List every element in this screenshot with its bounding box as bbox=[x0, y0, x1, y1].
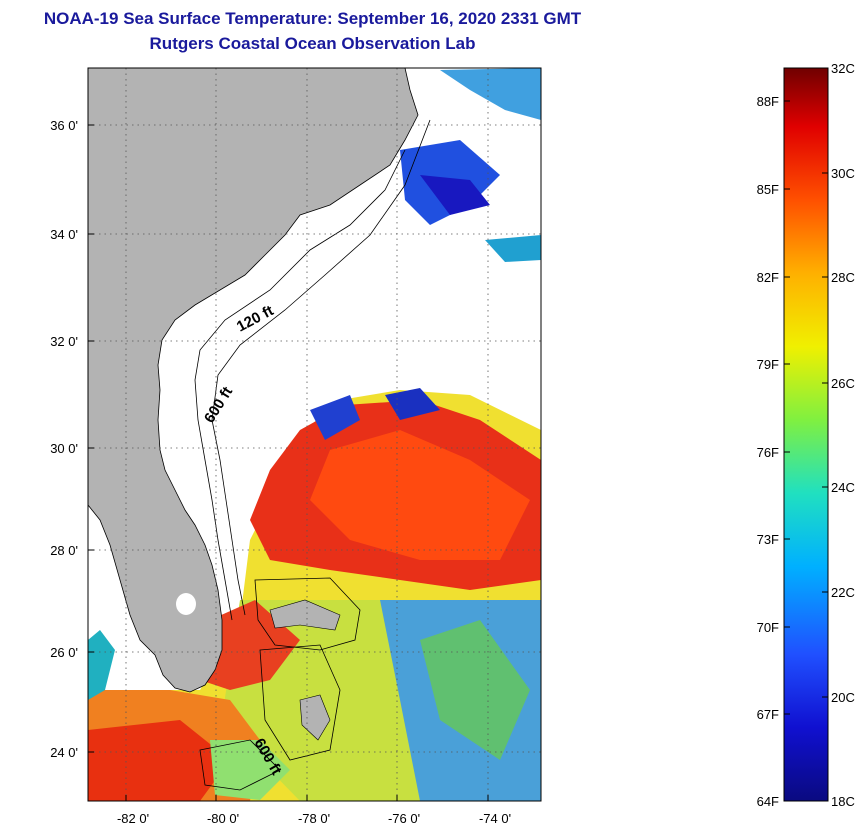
sst-gulf-stream-core bbox=[310, 430, 530, 560]
colorbar-f-82: 82F bbox=[757, 270, 779, 285]
sst-cold-edge-2 bbox=[385, 388, 440, 420]
sst-patch-northeast bbox=[440, 68, 541, 120]
lat-label-28: 28 0' bbox=[50, 543, 78, 558]
lat-label-36: 36 0' bbox=[50, 118, 78, 133]
lat-label-24: 24 0' bbox=[50, 745, 78, 760]
map-title: NOAA-19 Sea Surface Temperature: Septemb… bbox=[43, 9, 582, 28]
lat-label-34: 34 0' bbox=[50, 227, 78, 242]
lon-label-80: -80 0' bbox=[207, 811, 239, 826]
colorbar-c-32: 32C bbox=[831, 61, 855, 76]
map-subtitle: Rutgers Coastal Ocean Observation Lab bbox=[149, 34, 476, 53]
colorbar-f-67: 67F bbox=[757, 707, 779, 722]
colorbar-c-22: 22C bbox=[831, 585, 855, 600]
colorbar-c-18: 18C bbox=[831, 794, 855, 809]
sst-cay-green bbox=[210, 740, 290, 800]
sst-patch-east bbox=[485, 235, 541, 262]
lat-label-26: 26 0' bbox=[50, 645, 78, 660]
isobath-cay-sal bbox=[199, 739, 281, 791]
isobath-little-bahama bbox=[254, 577, 361, 651]
colorbar-f-79: 79F bbox=[757, 357, 779, 372]
colorbar-ticks bbox=[784, 100, 828, 715]
sst-gulf-west bbox=[88, 630, 115, 700]
sst-patch-north-core bbox=[420, 175, 490, 215]
land-andros bbox=[299, 694, 331, 741]
lon-label-78: -78 0' bbox=[298, 811, 330, 826]
lake-okeechobee bbox=[176, 593, 196, 615]
land-grand-bahama bbox=[269, 599, 341, 631]
sst-cold-edge bbox=[310, 395, 360, 440]
sst-keys-red bbox=[88, 720, 230, 801]
colorbar-c-28: 28C bbox=[831, 270, 855, 285]
colorbar-f-76: 76F bbox=[757, 445, 779, 460]
isobath-great-bahama bbox=[259, 644, 341, 761]
colorbar-c-20: 20C bbox=[831, 690, 855, 705]
colorbar-f-70: 70F bbox=[757, 620, 779, 635]
colorbar-c-24: 24C bbox=[831, 480, 855, 495]
axis-ticks bbox=[88, 124, 489, 801]
lat-label-30: 30 0' bbox=[50, 441, 78, 456]
colorbar-c-30: 30C bbox=[831, 166, 855, 181]
lon-label-74: -74 0' bbox=[479, 811, 511, 826]
lon-label-76: -76 0' bbox=[388, 811, 420, 826]
map-area: 120 ft 600 ft 600 ft bbox=[88, 68, 541, 801]
land-southeast-us bbox=[88, 68, 419, 693]
colorbar-f-85: 85F bbox=[757, 182, 779, 197]
colorbar-f-64: 64F bbox=[757, 794, 779, 809]
colorbar-f-73: 73F bbox=[757, 532, 779, 547]
colorbar-f-88: 88F bbox=[757, 94, 779, 109]
sst-southeast-green bbox=[420, 620, 530, 760]
isobath-120ft bbox=[194, 149, 406, 621]
colorbar bbox=[783, 67, 829, 802]
graticule bbox=[88, 68, 541, 801]
lat-label-32: 32 0' bbox=[50, 334, 78, 349]
colorbar-c-26: 26C bbox=[831, 376, 855, 391]
lon-label-82: -82 0' bbox=[117, 811, 149, 826]
map-frame bbox=[87, 67, 542, 802]
isobath-600ft bbox=[211, 119, 431, 616]
